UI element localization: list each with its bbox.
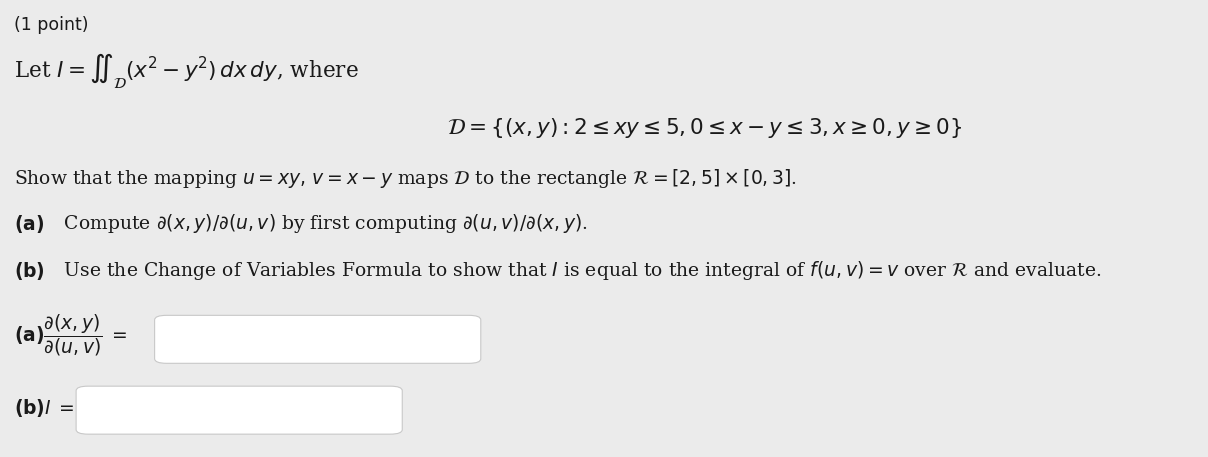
FancyBboxPatch shape [76, 386, 402, 434]
Text: Compute $\partial(x, y)/\partial(u, v)$ by first computing $\partial(u, v)/\part: Compute $\partial(x, y)/\partial(u, v)$ … [58, 213, 587, 235]
Text: Show that the mapping $u = xy,\, v = x - y$ maps $\mathcal{D}$ to the rectangle : Show that the mapping $u = xy,\, v = x -… [14, 167, 797, 190]
Text: $\mathcal{D} = \{(x, y) : 2 \leq xy \leq 5, 0 \leq x - y \leq 3, x \geq 0, y \ge: $\mathcal{D} = \{(x, y) : 2 \leq xy \leq… [447, 116, 963, 140]
Text: Let $I = \iint_{\mathcal{D}}(x^2 - y^2)\, dx\, dy$, where: Let $I = \iint_{\mathcal{D}}(x^2 - y^2)\… [14, 51, 359, 91]
Text: $\mathbf{(b)}I\;=$: $\mathbf{(b)}I\;=$ [14, 397, 75, 419]
Text: Use the Change of Variables Formula to show that $I$ is equal to the integral of: Use the Change of Variables Formula to s… [58, 259, 1102, 282]
Text: $\mathbf{(a)}$: $\mathbf{(a)}$ [14, 213, 45, 235]
Text: (1 point): (1 point) [14, 16, 89, 34]
Text: $\mathbf{(b)}$: $\mathbf{(b)}$ [14, 260, 46, 282]
FancyBboxPatch shape [155, 315, 481, 363]
Text: $\mathbf{(a)}\dfrac{\partial(x,y)}{\partial(u,v)}\;=$: $\mathbf{(a)}\dfrac{\partial(x,y)}{\part… [14, 312, 128, 358]
